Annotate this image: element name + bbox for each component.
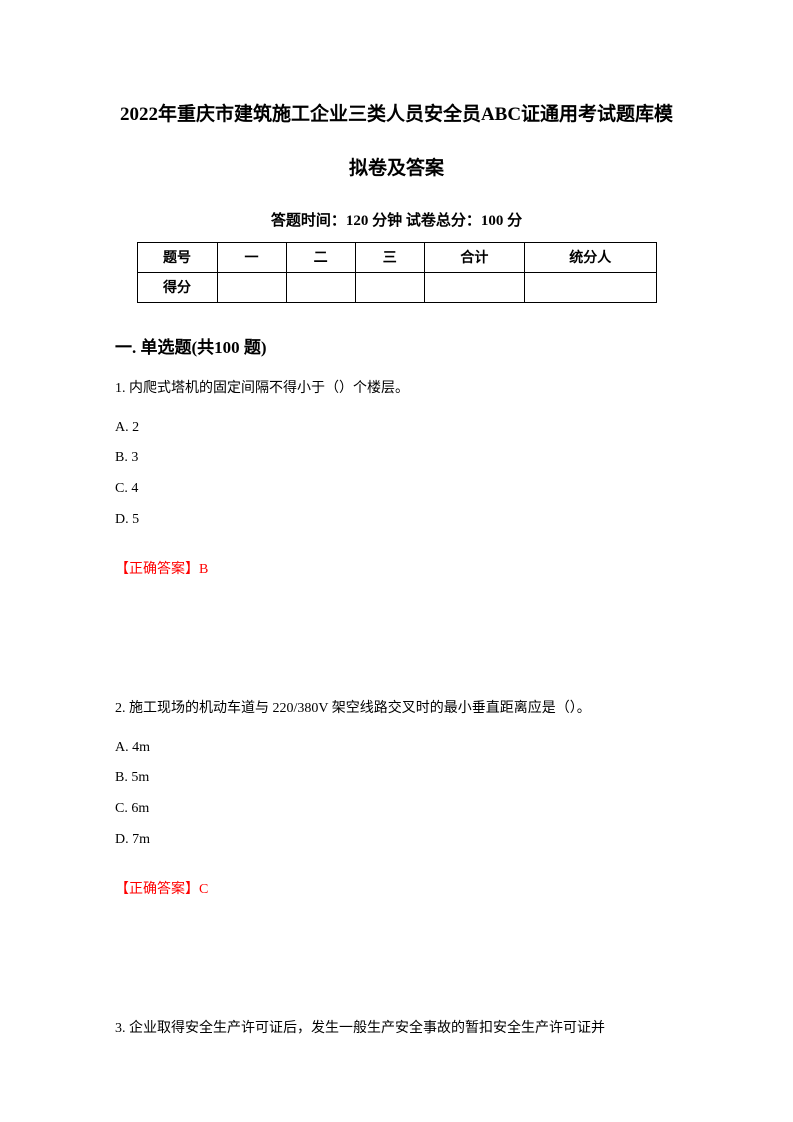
table-cell — [286, 272, 355, 302]
table-cell — [355, 272, 424, 302]
table-cell: 一 — [217, 242, 286, 272]
table-cell: 得分 — [137, 272, 217, 302]
score-table: 题号 一 二 三 合计 统分人 得分 — [137, 242, 657, 303]
answer-text: 【正确答案】C — [115, 876, 678, 904]
question-text: 3. 企业取得安全生产许可证后，发生一般生产安全事故的暂扣安全生产许可证并 — [115, 1014, 678, 1045]
option-d: D. 7m — [115, 825, 678, 856]
table-cell — [217, 272, 286, 302]
question-1: 1. 内爬式塔机的固定间隔不得小于（）个楼层。 A. 2 B. 3 C. 4 D… — [115, 374, 678, 584]
table-row: 得分 — [137, 272, 656, 302]
table-cell: 题号 — [137, 242, 217, 272]
option-b: B. 5m — [115, 763, 678, 794]
table-cell: 合计 — [424, 242, 524, 272]
option-a: A. 4m — [115, 733, 678, 764]
question-2: 2. 施工现场的机动车道与 220/380V 架空线路交叉时的最小垂直距离应是（… — [115, 694, 678, 904]
section-title: 一. 单选题(共100 题) — [115, 333, 678, 358]
option-c: C. 4 — [115, 474, 678, 505]
option-d: D. 5 — [115, 505, 678, 536]
option-b: B. 3 — [115, 443, 678, 474]
question-text: 2. 施工现场的机动车道与 220/380V 架空线路交叉时的最小垂直距离应是（… — [115, 694, 678, 725]
question-text: 1. 内爬式塔机的固定间隔不得小于（）个楼层。 — [115, 374, 678, 405]
option-a: A. 2 — [115, 413, 678, 444]
table-cell: 统分人 — [525, 242, 657, 272]
question-3: 3. 企业取得安全生产许可证后，发生一般生产安全事故的暂扣安全生产许可证并 — [115, 1014, 678, 1045]
table-cell: 二 — [286, 242, 355, 272]
exam-info: 答题时间：120 分钟 试卷总分：100 分 — [115, 209, 678, 230]
title-line-1: 2022年重庆市建筑施工企业三类人员安全员ABC证通用考试题库模 — [115, 100, 678, 130]
answer-text: 【正确答案】B — [115, 556, 678, 584]
table-cell: 三 — [355, 242, 424, 272]
title-line-2: 拟卷及答案 — [115, 154, 678, 184]
option-c: C. 6m — [115, 794, 678, 825]
table-cell — [424, 272, 524, 302]
table-row: 题号 一 二 三 合计 统分人 — [137, 242, 656, 272]
table-cell — [525, 272, 657, 302]
